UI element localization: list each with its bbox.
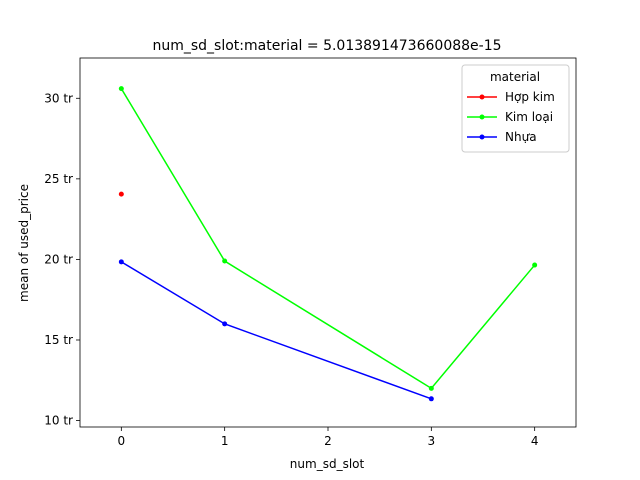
data-point-kim-loại: [118, 86, 124, 92]
y-tick-label: 15 tr: [44, 333, 73, 347]
legend-items: Hợp kim Kim loại Nhựa: [467, 90, 555, 144]
x-tick-label: 3: [428, 434, 436, 448]
x-axis-label: num_sd_slot: [290, 457, 365, 471]
data-point-nhựa: [428, 396, 434, 402]
data-point-nhựa: [118, 259, 124, 265]
legend-label-nhựa: Nhựa: [505, 130, 537, 144]
legend-label-kim-loại: Kim loại: [505, 110, 553, 124]
y-tick-label: 30 tr: [44, 91, 73, 105]
legend-marker-nhựa: [479, 134, 485, 140]
x-axis: 0 1 2 3 4: [118, 427, 539, 448]
y-tick-label: 25 tr: [44, 172, 73, 186]
legend: material Hợp kim Kim loại Nhựa: [461, 64, 570, 153]
x-tick-label: 0: [118, 434, 126, 448]
chart-title: num_sd_slot:material = 5.013891473660088…: [152, 38, 501, 54]
plot-area: [118, 86, 538, 402]
y-tick-label: 20 tr: [44, 252, 73, 266]
legend-marker-hợp-kim: [479, 94, 485, 100]
series-line-kim-loại: [120, 88, 536, 390]
data-point-nhựa: [222, 321, 228, 327]
legend-title: material: [490, 70, 540, 84]
legend-box: [461, 64, 570, 153]
y-axis-label: mean of used_price: [17, 184, 31, 302]
y-axis: 10 tr 15 tr 20 tr 25 tr 30 tr: [44, 91, 80, 428]
legend-label-hợp-kim: Hợp kim: [505, 90, 555, 104]
data-point-kim-loại: [222, 258, 228, 264]
data-point-kim-loại: [428, 385, 434, 391]
legend-marker-kim-loại: [479, 114, 485, 120]
data-point-kim-loại: [532, 262, 538, 268]
x-tick-label: 1: [221, 434, 229, 448]
y-tick-label: 10 tr: [44, 414, 73, 428]
x-tick-label: 4: [531, 434, 539, 448]
x-tick-label: 2: [324, 434, 332, 448]
data-point-hợp-kim: [118, 191, 124, 197]
